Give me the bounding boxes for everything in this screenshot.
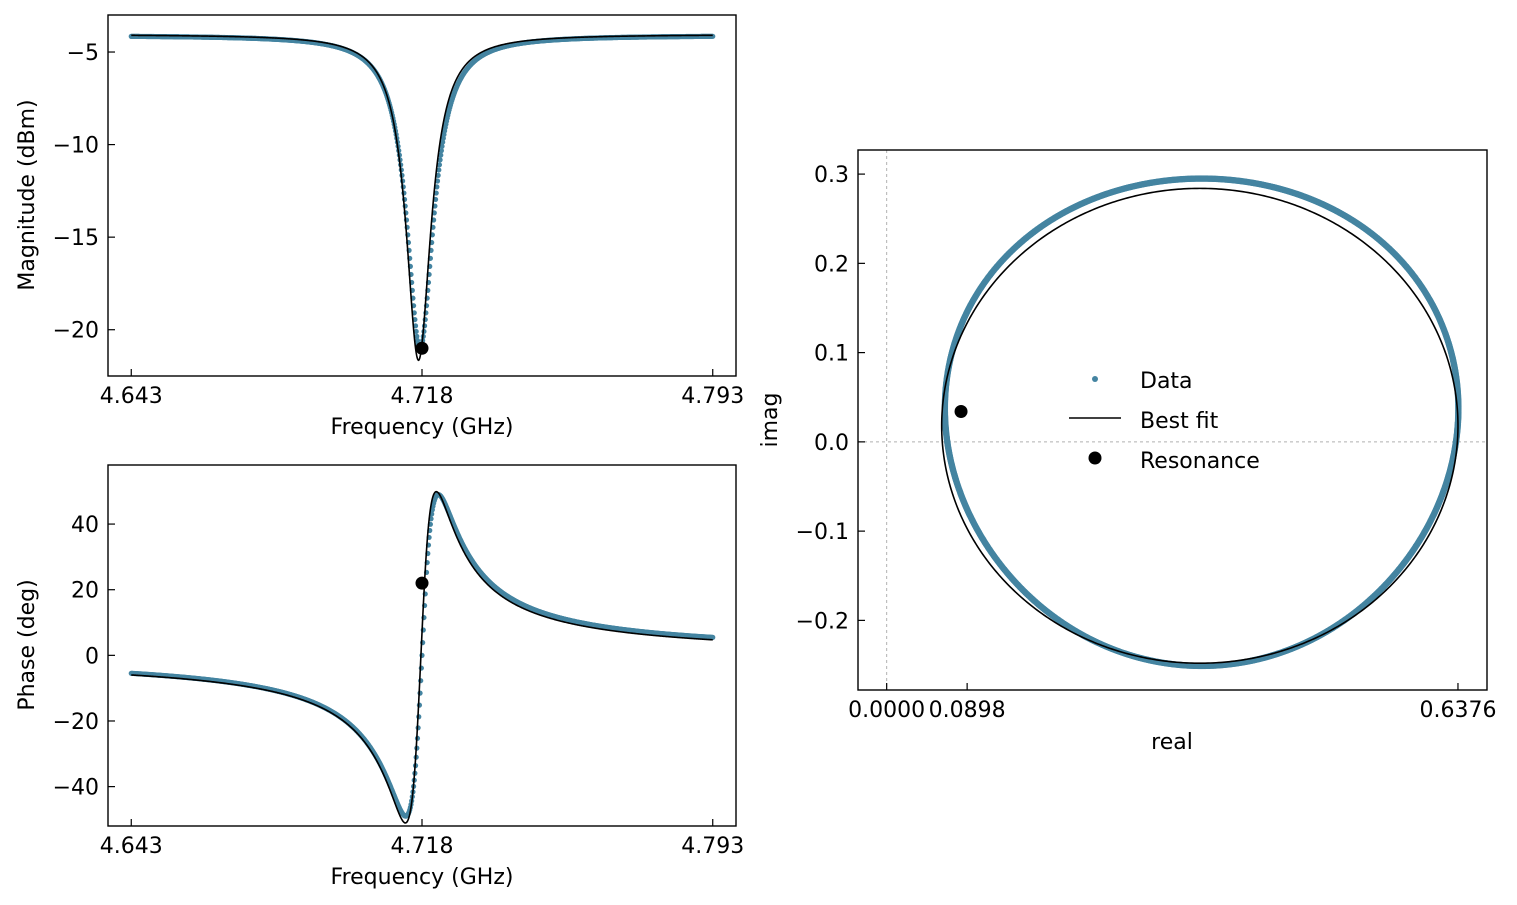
phase-plot-area <box>128 490 716 824</box>
phase-ticks: 4.643 4.718 4.793 −40 −20 0 20 40 <box>53 513 745 859</box>
phase-ylabel: Phase (deg) <box>15 579 40 710</box>
complex-xlabel: real <box>1151 730 1193 755</box>
complex-panel: 0.0000 0.0898 0.6376 −0.2 −0.1 0.0 0.1 0.2 0.3 r… <box>758 149 1497 755</box>
phase-ytick-label: 40 <box>71 513 99 538</box>
phase-xlabel: Frequency (GHz) <box>331 865 514 890</box>
magnitude-plot-area <box>128 33 716 362</box>
magnitude-resonance-marker <box>415 341 429 355</box>
phase-resonance-marker <box>415 576 429 590</box>
complex-resonance-marker <box>954 405 968 419</box>
phase-xtick-label: 4.793 <box>681 834 744 859</box>
magnitude-ytick-label: −15 <box>53 226 99 251</box>
phase-data-series <box>128 491 716 819</box>
magnitude-ytick-label: −20 <box>53 319 99 344</box>
legend-data-label: Data <box>1140 369 1193 394</box>
magnitude-ytick-label: −5 <box>67 41 99 66</box>
legend-resonance-marker <box>1088 451 1102 465</box>
phase-ytick-label: −40 <box>53 776 99 801</box>
legend: Data Best fit Resonance <box>1069 369 1260 474</box>
magnitude-data-point <box>438 152 444 158</box>
magnitude-xlabel: Frequency (GHz) <box>331 415 514 440</box>
magnitude-data-point <box>437 157 443 163</box>
phase-xtick-label: 4.718 <box>391 834 454 859</box>
magnitude-data-point <box>414 333 420 339</box>
magnitude-data-point <box>413 328 419 335</box>
complex-axes-frame <box>857 149 1488 691</box>
complex-xtick-label: 0.0000 <box>848 698 925 723</box>
complex-ticks: 0.0000 0.0898 0.6376 −0.2 −0.1 0.0 0.1 0.2 0.3 <box>796 163 1497 723</box>
phase-data-point <box>417 690 423 696</box>
magnitude-panel: 4.643 4.718 4.793 −20 −15 −10 −5 Frequency (GH… <box>15 14 745 440</box>
magnitude-data-point <box>435 172 441 178</box>
magnitude-xtick-label: 4.718 <box>391 384 454 409</box>
magnitude-data-point <box>440 139 446 145</box>
legend-resonance-label: Resonance <box>1140 449 1260 474</box>
complex-fit-line <box>940 187 1459 665</box>
magnitude-xtick-label: 4.793 <box>681 384 744 409</box>
legend-data-marker <box>1092 376 1098 382</box>
complex-ytick-label: 0.3 <box>814 163 849 188</box>
magnitude-fit-line <box>131 34 713 362</box>
magnitude-data-series <box>128 33 716 351</box>
complex-ytick-label: 0.1 <box>814 342 849 367</box>
magnitude-data-point <box>438 148 444 154</box>
complex-ytick-label: −0.2 <box>796 609 849 634</box>
phase-panel: 4.643 4.718 4.793 −40 −20 0 20 40 Frequency (GH… <box>15 464 745 890</box>
complex-xtick-label: 0.6376 <box>1419 698 1496 723</box>
magnitude-ticks: 4.643 4.718 4.793 −20 −15 −10 −5 <box>53 41 745 409</box>
complex-xtick-label: 0.0898 <box>929 698 1006 723</box>
phase-data-point <box>710 634 716 640</box>
complex-ytick-label: 0.0 <box>814 431 849 456</box>
phase-ytick-label: 20 <box>71 579 99 604</box>
magnitude-data-point <box>412 323 419 329</box>
phase-series-group <box>128 490 716 824</box>
magnitude-ylabel: Magnitude (dBm) <box>15 99 40 290</box>
phase-xtick-label: 4.643 <box>100 834 163 859</box>
phase-ytick-label: −20 <box>53 710 99 735</box>
magnitude-xtick-label: 4.643 <box>100 384 163 409</box>
magnitude-ytick-label: −10 <box>53 134 99 159</box>
magnitude-data-point <box>436 167 442 173</box>
complex-ytick-label: 0.2 <box>814 252 849 277</box>
phase-ytick-label: 0 <box>85 644 99 669</box>
phase-fit-line <box>131 490 713 824</box>
complex-plot-area <box>858 150 1487 690</box>
complex-series-group <box>858 150 1487 690</box>
legend-fit-label: Best fit <box>1140 409 1219 434</box>
magnitude-axes-frame <box>107 14 737 377</box>
magnitude-series-group <box>128 33 716 362</box>
complex-ylabel: imag <box>758 393 783 448</box>
magnitude-data-point <box>436 162 443 168</box>
magnitude-data-point <box>439 143 445 149</box>
complex-ytick-label: −0.1 <box>796 520 849 545</box>
magnitude-data-point <box>434 178 441 184</box>
